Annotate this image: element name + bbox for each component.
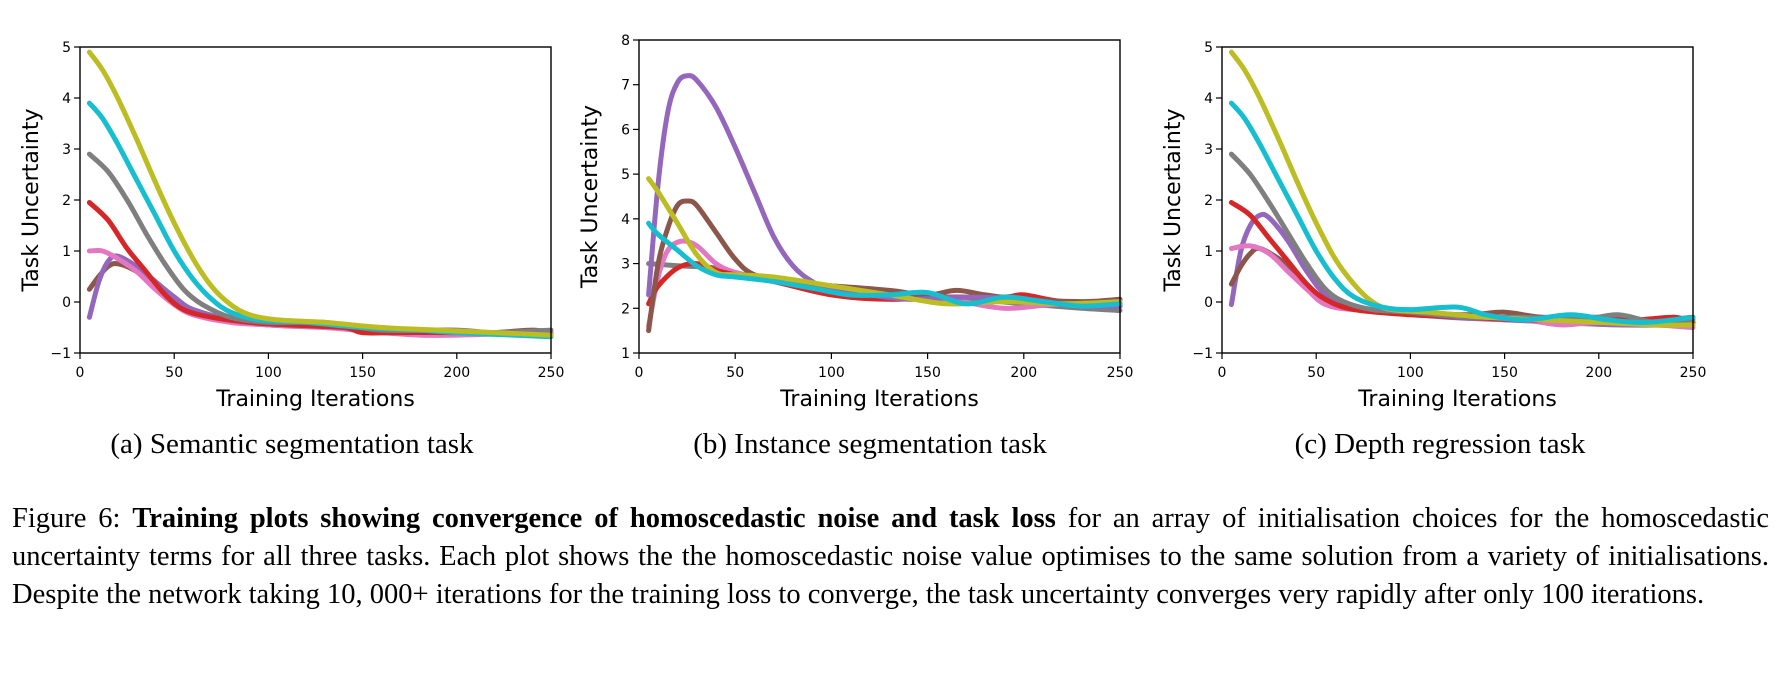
chart-panel-0: 0 50 100 150 200 250 −1 0 1 2 3 4 5 Training Iteratio…	[19, 40, 564, 412]
x-tick-label: 150	[349, 365, 376, 381]
y-tick-label: 1	[62, 244, 71, 260]
y-tick-label: 4	[621, 212, 630, 228]
x-tick-label: 100	[1397, 365, 1424, 381]
y-tick-label: 1	[621, 346, 630, 362]
y-tick-label: 5	[1204, 40, 1213, 56]
axes-frame	[79, 46, 552, 354]
series-line-2-6	[1228, 100, 1696, 325]
y-tick-label: 5	[621, 167, 630, 183]
caption-text: for an array of initialisation choices f…	[12, 503, 1770, 610]
x-tick-label: 0	[635, 365, 644, 381]
x-tick-label: 150	[914, 365, 941, 381]
subcaption-a: (a) Semantic segmentation task	[110, 428, 474, 460]
series-line-1-5	[646, 176, 1123, 307]
y-axis-label: Task Uncertainty	[19, 108, 44, 292]
y-tick-label: 5	[62, 40, 71, 56]
series-line-0-4	[86, 151, 554, 336]
y-tick-label: 2	[1204, 193, 1213, 209]
y-tick-label: 2	[62, 193, 71, 209]
x-axis-label: Training Iterations	[1357, 387, 1557, 412]
y-tick-label: 2	[621, 301, 630, 317]
x-tick-label: 200	[1010, 365, 1037, 381]
x-tick-label: 50	[165, 365, 183, 381]
x-tick-label: 200	[1585, 365, 1612, 381]
subcaption-c: (c) Depth regression task	[1294, 428, 1586, 460]
y-tick-label: 4	[1204, 91, 1213, 107]
x-tick-label: 250	[1680, 365, 1707, 381]
y-tick-label: 7	[621, 78, 630, 94]
series-line-2-4	[1228, 151, 1696, 326]
series-line-0-6	[86, 49, 554, 338]
x-tick-label: 0	[1218, 365, 1227, 381]
subcaption-b: (b) Instance segmentation task	[693, 428, 1047, 460]
y-tick-label: 6	[621, 122, 630, 138]
x-tick-label: 150	[1491, 365, 1518, 381]
caption-label: Figure 6:	[12, 503, 121, 534]
y-axis-label: Task Uncertainty	[578, 105, 603, 289]
x-axis-label: Training Iterations	[779, 387, 979, 412]
axes-frame	[638, 39, 1121, 354]
x-tick-label: 250	[538, 365, 565, 381]
chart-panel-2: 0 50 100 150 200 250 −1 0 1 2 3 4 5 Training Iteratio…	[1161, 40, 1706, 412]
y-tick-label: 3	[62, 142, 71, 158]
series-line-1-4	[646, 73, 1123, 310]
y-tick-label: 0	[62, 295, 71, 311]
y-tick-label: 4	[62, 91, 71, 107]
y-axis-label: Task Uncertainty	[1161, 108, 1186, 292]
series-line-1-6	[646, 220, 1123, 309]
y-tick-label: 3	[1204, 142, 1213, 158]
y-tick-label: −1	[1192, 346, 1213, 362]
series-line-1-1	[646, 238, 1123, 329]
x-tick-label: 250	[1107, 365, 1134, 381]
series-line-2-5	[1228, 49, 1696, 328]
x-axis-label: Training Iterations	[215, 387, 415, 412]
series-line-0-5	[86, 100, 554, 340]
y-tick-label: −1	[50, 346, 71, 362]
caption-bold: Training plots showing convergence of ho…	[132, 503, 1056, 534]
x-tick-label: 200	[443, 365, 470, 381]
chart-panel-1: 0 50 100 150 200 250 1 2 3 4 5 6 7 8 Training Iteratio…	[578, 33, 1133, 412]
x-tick-label: 50	[1307, 365, 1325, 381]
x-tick-label: 0	[76, 365, 85, 381]
x-tick-label: 100	[255, 365, 282, 381]
y-tick-label: 3	[621, 257, 630, 273]
x-tick-label: 50	[726, 365, 744, 381]
y-tick-label: 8	[621, 33, 630, 49]
x-tick-label: 100	[818, 365, 845, 381]
figure-caption: Figure 6: Training plots showing converg…	[12, 500, 1769, 614]
y-tick-label: 1	[1204, 244, 1213, 260]
y-tick-label: 0	[1204, 295, 1213, 311]
